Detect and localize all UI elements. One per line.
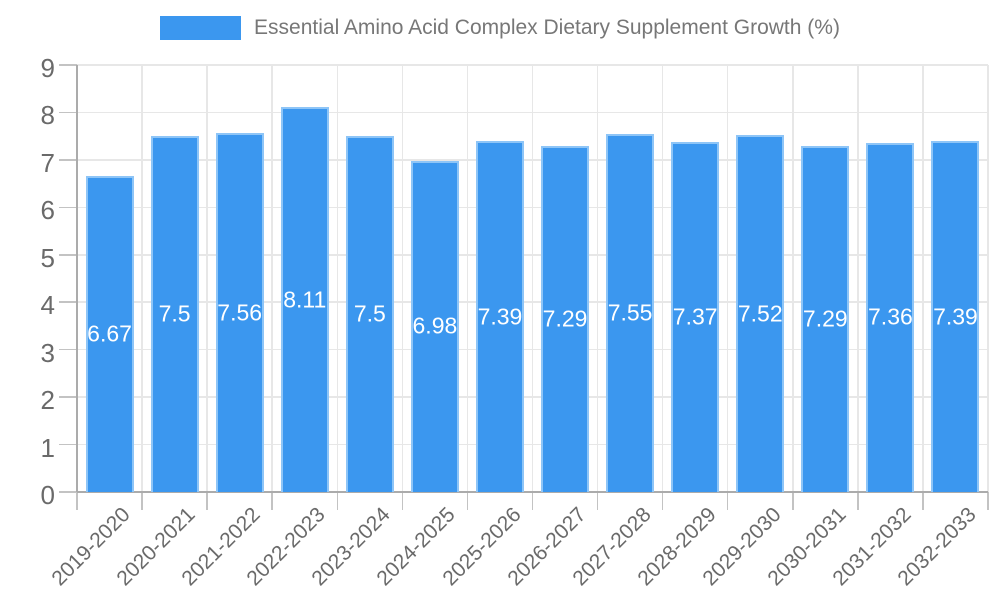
y-tick-label: 0	[40, 480, 55, 510]
x-tick	[726, 492, 729, 510]
x-gridline	[857, 65, 859, 492]
y-tick-label: 3	[40, 337, 55, 368]
x-gridline	[531, 65, 534, 492]
y-axis-line	[76, 65, 78, 492]
bar[interactable]	[866, 142, 915, 492]
x-tick	[857, 492, 859, 510]
x-tick	[792, 492, 794, 510]
x-tick	[987, 492, 989, 510]
y-tick-label: 9	[40, 53, 55, 83]
bar[interactable]	[801, 146, 850, 492]
x-gridline	[596, 65, 599, 492]
y-tick-label: 8	[40, 100, 55, 131]
x-gridline	[726, 65, 729, 492]
x-tick	[661, 492, 664, 510]
y-tick	[59, 111, 77, 114]
x-gridline	[987, 65, 989, 492]
x-tick	[271, 492, 273, 510]
y-tick	[59, 206, 77, 209]
bar[interactable]	[410, 160, 459, 492]
x-tick	[141, 492, 143, 510]
bar[interactable]	[931, 141, 980, 492]
x-gridline	[336, 65, 339, 492]
y-tick	[59, 491, 77, 493]
x-tick	[206, 492, 208, 510]
bar[interactable]	[345, 136, 394, 492]
x-tick	[336, 492, 339, 510]
legend-swatch	[160, 16, 242, 40]
x-gridline	[141, 65, 143, 492]
y-tick-label: 7	[40, 147, 55, 178]
bar[interactable]	[671, 142, 720, 492]
y-tick-label: 2	[40, 385, 55, 416]
bar[interactable]	[541, 146, 590, 492]
bar[interactable]	[736, 135, 785, 492]
x-gridline	[271, 65, 273, 492]
x-tick	[531, 492, 534, 510]
y-tick-label: 5	[40, 242, 55, 273]
x-tick	[76, 492, 78, 510]
bar[interactable]	[215, 133, 264, 492]
x-axis-line	[77, 491, 988, 493]
x-gridline	[661, 65, 664, 492]
y-tick-label: 4	[40, 290, 55, 321]
y-tick	[59, 443, 77, 446]
legend-item[interactable]: Essential Amino Acid Complex Dietary Sup…	[0, 16, 1000, 40]
y-tick	[59, 64, 77, 66]
y-tick	[59, 348, 77, 351]
y-tick-label: 6	[40, 195, 55, 226]
x-gridline	[922, 65, 924, 492]
x-tick	[401, 492, 404, 510]
x-gridline	[792, 65, 794, 492]
y-tick	[59, 396, 77, 398]
bar[interactable]	[280, 107, 329, 492]
bar[interactable]	[475, 141, 524, 492]
x-tick	[596, 492, 599, 510]
x-gridline	[401, 65, 404, 492]
y-tick	[59, 301, 77, 303]
x-tick	[466, 492, 469, 510]
bar[interactable]	[150, 136, 199, 492]
bar[interactable]	[85, 175, 134, 492]
bar[interactable]	[606, 133, 655, 492]
y-tick	[59, 254, 77, 256]
x-tick	[922, 492, 924, 510]
x-gridline	[466, 65, 469, 492]
y-tick-label: 1	[40, 432, 55, 463]
legend-label: Essential Amino Acid Complex Dietary Sup…	[254, 16, 840, 39]
y-tick	[59, 159, 77, 161]
x-gridline	[206, 65, 208, 492]
